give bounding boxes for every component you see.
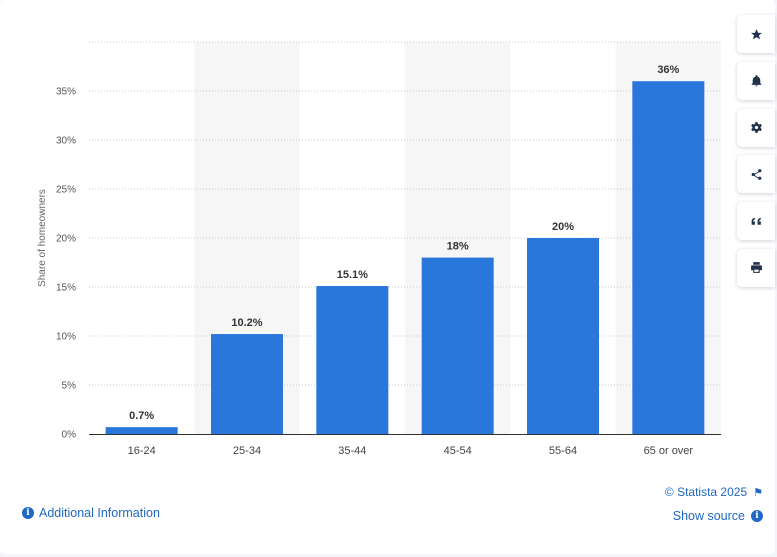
bar: [105, 427, 178, 434]
quote-icon: [751, 217, 761, 225]
copyright-label: © Statista 2025: [664, 485, 748, 499]
y-tick-label: 35%: [56, 87, 76, 98]
info-icon: i: [751, 510, 763, 522]
data-label: 36%: [657, 64, 679, 76]
x-tick-label: 25-34: [233, 445, 261, 457]
print-button[interactable]: [737, 248, 775, 287]
show-source-link[interactable]: Show source i: [673, 509, 763, 523]
x-tick-label: 16-24: [128, 445, 156, 457]
y-tick-label: 30%: [56, 136, 76, 147]
star-icon: [750, 28, 762, 39]
data-label: 0.7%: [129, 410, 154, 422]
show-source-label: Show source: [672, 509, 745, 523]
y-tick-label: 15%: [56, 283, 76, 294]
data-label: 20%: [552, 221, 574, 233]
y-tick-label: 25%: [56, 185, 76, 196]
printer-icon: [750, 262, 762, 274]
x-tick-label: 45-54: [444, 445, 472, 457]
share-button[interactable]: [737, 155, 775, 194]
data-label: 18%: [447, 241, 469, 253]
y-tick-label: 10%: [56, 332, 76, 343]
bar: [316, 286, 389, 434]
y-axis-title: Share of homeowners: [37, 189, 48, 287]
x-tick-label: 65 or over: [644, 445, 694, 457]
settings-button[interactable]: [737, 108, 775, 147]
favorite-button[interactable]: [737, 15, 775, 53]
notification-button[interactable]: [737, 61, 775, 100]
additional-information-link[interactable]: i Additional Information: [22, 506, 160, 520]
data-label: 10.2%: [231, 317, 262, 329]
y-tick-label: 5%: [62, 381, 77, 392]
gear-icon: [750, 122, 762, 134]
info-icon: i: [22, 507, 34, 519]
bell-icon: [751, 75, 761, 87]
toolbar: [737, 15, 775, 296]
x-tick-label: 35-44: [338, 445, 366, 457]
bar: [421, 257, 494, 434]
bar: [211, 334, 283, 434]
bar: [527, 238, 599, 434]
y-tick-label: 20%: [56, 234, 76, 245]
x-tick-label: 55-64: [549, 445, 577, 457]
bar: [632, 81, 705, 434]
additional-information-label: Additional Information: [39, 506, 160, 520]
y-tick-label: 0%: [62, 430, 77, 441]
copyright-notice: © Statista 2025 ⚑: [665, 485, 763, 499]
data-label: 15.1%: [337, 269, 368, 281]
flag-icon[interactable]: ⚑: [753, 486, 763, 499]
cite-button[interactable]: [737, 202, 775, 241]
share-icon: [751, 168, 761, 180]
